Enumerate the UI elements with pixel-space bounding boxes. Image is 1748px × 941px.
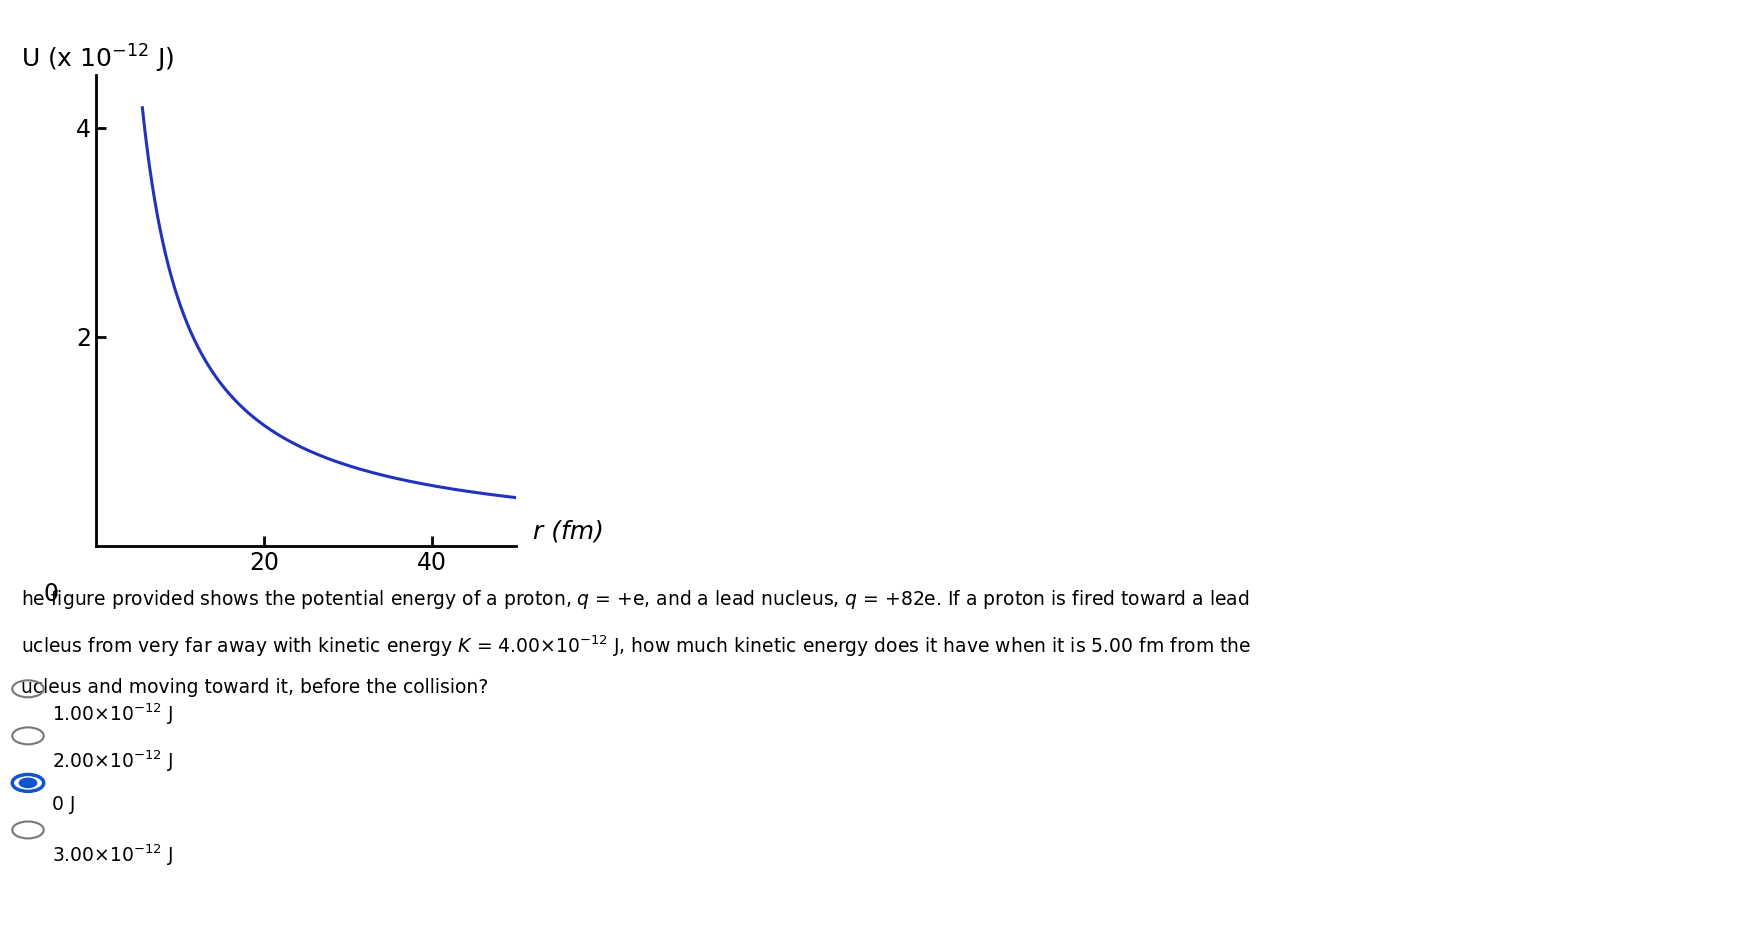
Text: r (fm): r (fm) xyxy=(533,519,605,544)
Text: 2.00$\times$10$^{-12}$ J: 2.00$\times$10$^{-12}$ J xyxy=(52,748,173,774)
Text: he figure provided shows the potential energy of a proton, $q$ = +e, and a lead : he figure provided shows the potential e… xyxy=(21,588,1248,611)
Text: ucleus from very far away with kinetic energy $K$ = 4.00$\times$10$^{-12}$ J, ho: ucleus from very far away with kinetic e… xyxy=(21,633,1250,659)
Text: U (x 10$^{-12}$ J): U (x 10$^{-12}$ J) xyxy=(21,42,175,74)
Text: 0 J: 0 J xyxy=(52,795,75,814)
Text: 1.00$\times$10$^{-12}$ J: 1.00$\times$10$^{-12}$ J xyxy=(52,701,173,726)
Text: 0: 0 xyxy=(44,582,58,606)
Text: 3.00$\times$10$^{-12}$ J: 3.00$\times$10$^{-12}$ J xyxy=(52,842,173,868)
Text: ucleus and moving toward it, before the collision?: ucleus and moving toward it, before the … xyxy=(21,678,488,697)
